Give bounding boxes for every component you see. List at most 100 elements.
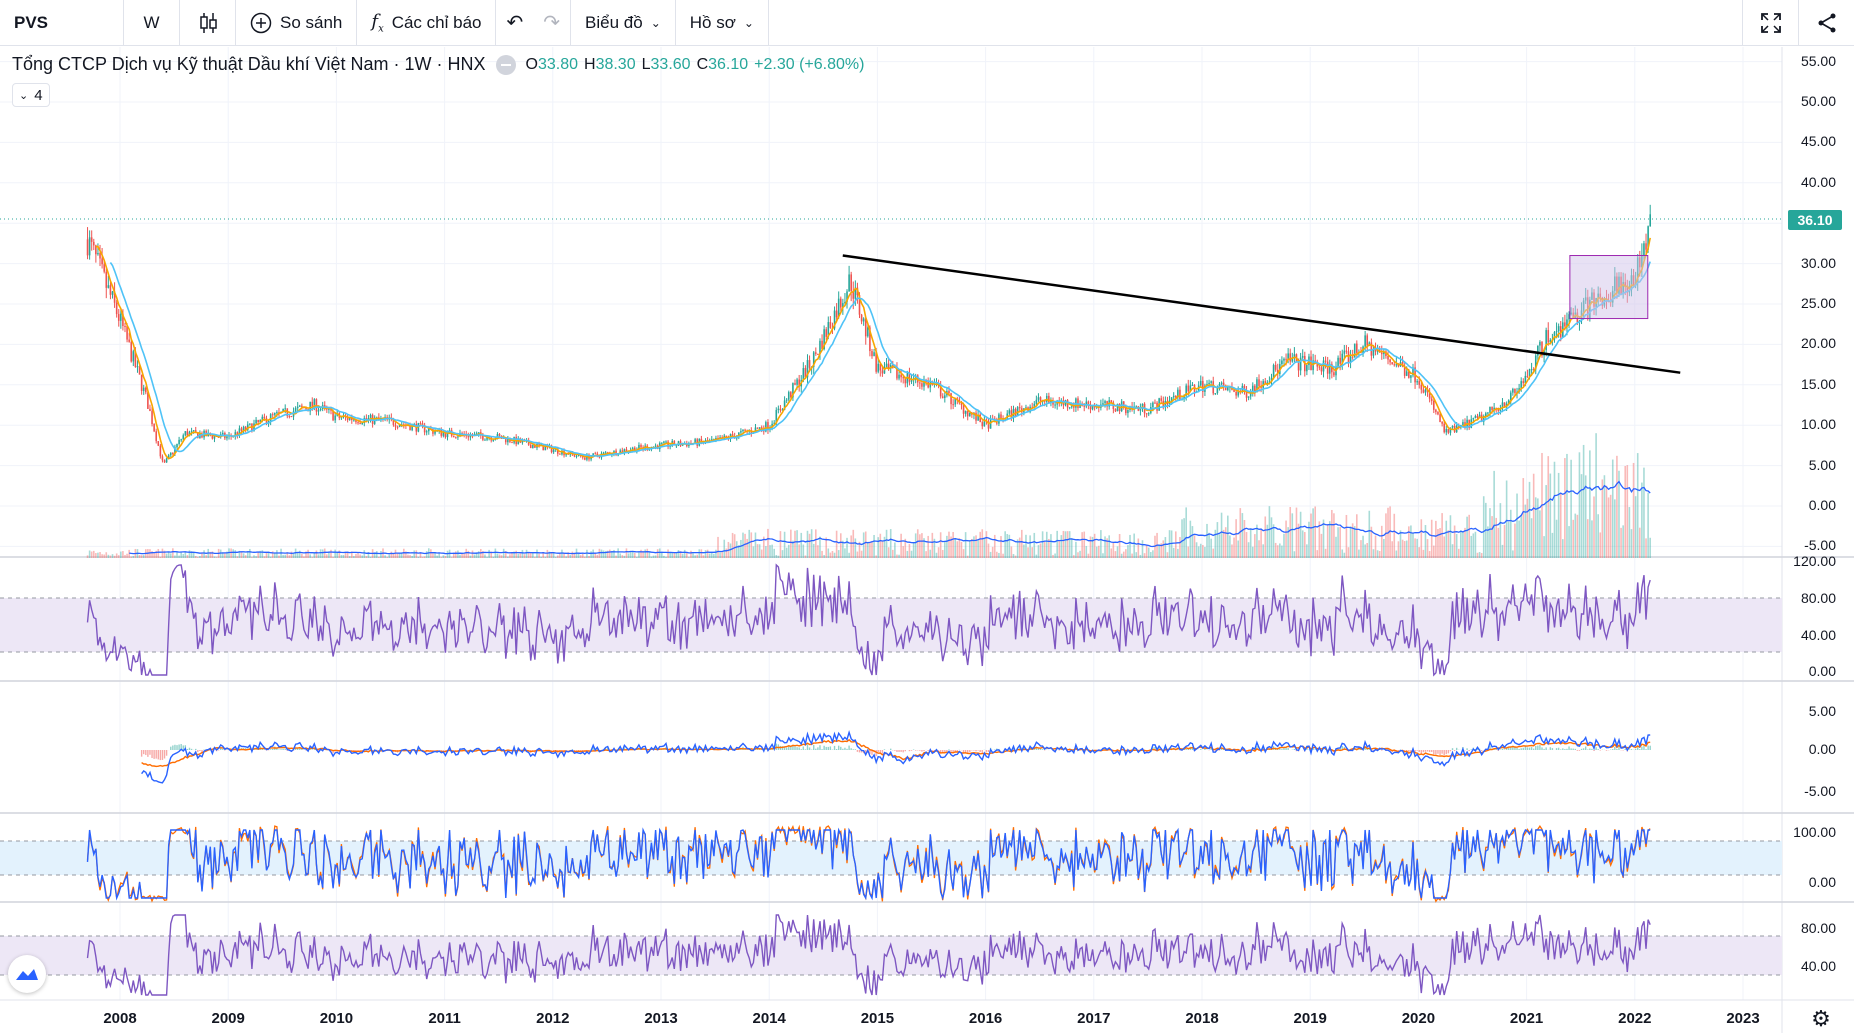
volume-bar — [296, 551, 299, 558]
candle-body — [948, 391, 950, 394]
hide-icon[interactable] — [495, 54, 516, 75]
macd-histogram-bar — [850, 748, 852, 750]
candle-body — [90, 237, 93, 242]
legend-collapse-button[interactable]: ⌄ 4 — [12, 83, 50, 107]
macd-histogram-bar — [1164, 747, 1167, 750]
candle-body — [92, 241, 95, 246]
macd-histogram-bar — [937, 750, 940, 751]
candle-body — [161, 456, 164, 461]
macd-histogram-bar — [301, 748, 303, 750]
macd-histogram-bar — [1416, 750, 1418, 751]
volume-bar — [1160, 543, 1163, 558]
candle-body — [783, 400, 786, 410]
candle-body — [425, 431, 428, 433]
volume-bar — [1297, 523, 1300, 558]
volume-bar — [1503, 524, 1506, 558]
candle-body — [962, 404, 965, 414]
indicators-button[interactable]: fx Các chỉ báo — [357, 0, 497, 46]
candle-body — [1189, 385, 1192, 392]
volume-bar — [95, 553, 97, 558]
macd-histogram-bar — [1183, 749, 1185, 750]
volume-bar — [176, 552, 178, 558]
volume-bar — [1177, 548, 1179, 558]
candle-body — [111, 291, 114, 295]
volume-bar — [1014, 555, 1017, 558]
compare-label: So sánh — [280, 12, 343, 32]
macd-histogram-bar — [1339, 748, 1341, 750]
candle-body — [885, 363, 888, 368]
macd-histogram-bar — [1447, 750, 1450, 754]
volume-bar — [781, 550, 784, 558]
volume-bar — [394, 549, 397, 558]
volume-bar — [1251, 546, 1254, 558]
volume-bar — [1256, 524, 1258, 558]
volume-bar — [109, 555, 112, 558]
volume-bar — [1568, 526, 1570, 558]
volume-bar — [459, 554, 461, 558]
symbol-label: PVS — [14, 12, 49, 32]
macd-histogram-bar — [1426, 750, 1429, 752]
volume-bar — [1453, 525, 1456, 558]
compare-button[interactable]: So sánh — [236, 0, 358, 46]
volume-bar — [1185, 507, 1187, 558]
candle-body — [581, 456, 584, 458]
macd-histogram-bar — [808, 747, 811, 750]
candle-body — [1256, 379, 1258, 393]
candle-body — [1491, 406, 1493, 411]
settings-gear-icon[interactable]: ⚙ — [1811, 1006, 1831, 1031]
volume-bar — [1054, 553, 1056, 558]
macd-histogram-bar — [1634, 748, 1637, 750]
volume-bar — [1405, 540, 1408, 558]
macd-histogram-bar — [975, 750, 977, 752]
candle-body — [459, 432, 461, 437]
volume-bar — [1023, 544, 1025, 558]
volume-bar — [636, 557, 638, 558]
profile-button[interactable]: Hồ sơ ⌄ — [676, 0, 769, 46]
volume-bar — [627, 553, 630, 558]
volume-bar — [806, 530, 809, 558]
volume-bar — [1301, 530, 1304, 558]
volume-bar — [1314, 506, 1316, 558]
volume-bar — [848, 552, 850, 558]
candle-body — [1487, 412, 1489, 414]
share-button[interactable] — [1798, 0, 1854, 46]
candle-body — [194, 430, 197, 433]
volume-bar — [665, 556, 667, 558]
volume-bar — [604, 550, 607, 558]
interval-button[interactable]: W — [124, 0, 180, 46]
volume-bar — [1270, 517, 1273, 558]
candle-body — [1485, 413, 1487, 417]
volume-bar — [350, 551, 353, 558]
volume-bar — [407, 554, 409, 558]
volume-bar — [321, 549, 324, 558]
symbol-search-button[interactable]: PVS — [0, 0, 124, 46]
volume-bar — [765, 546, 767, 558]
volume-bar — [513, 551, 515, 558]
volume-bar — [779, 531, 782, 558]
macd-histogram-bar — [1397, 750, 1400, 751]
candle-body — [1539, 341, 1541, 346]
volume-bar — [1218, 534, 1221, 558]
chart-style-button[interactable] — [180, 0, 236, 46]
macd-histogram-bar — [607, 747, 609, 750]
macd-histogram-bar — [833, 745, 836, 750]
volume-bar — [944, 541, 946, 558]
price-axis-label: 5.00 — [1808, 456, 1836, 473]
candle-body — [155, 431, 158, 442]
candle-body — [1183, 395, 1185, 400]
volume-bar — [1601, 479, 1604, 558]
volume-bar — [1289, 507, 1292, 558]
tradingview-logo[interactable] — [8, 955, 46, 993]
chart-template-button[interactable]: Biểu đồ ⌄ — [571, 0, 676, 46]
fullscreen-button[interactable] — [1742, 0, 1798, 46]
volume-bar — [398, 553, 401, 558]
volume-bar — [1474, 531, 1477, 558]
redo-button[interactable]: ↷ — [533, 0, 572, 46]
undo-button[interactable]: ↶ — [496, 0, 533, 46]
macd-histogram-bar — [1420, 750, 1423, 755]
candle-body — [157, 441, 160, 446]
macd-histogram-bar — [1637, 746, 1639, 750]
series-title[interactable]: Tổng CTCP Dịch vụ Kỹ thuật Dầu khí Việt … — [12, 54, 486, 74]
volume-bar — [833, 552, 836, 558]
